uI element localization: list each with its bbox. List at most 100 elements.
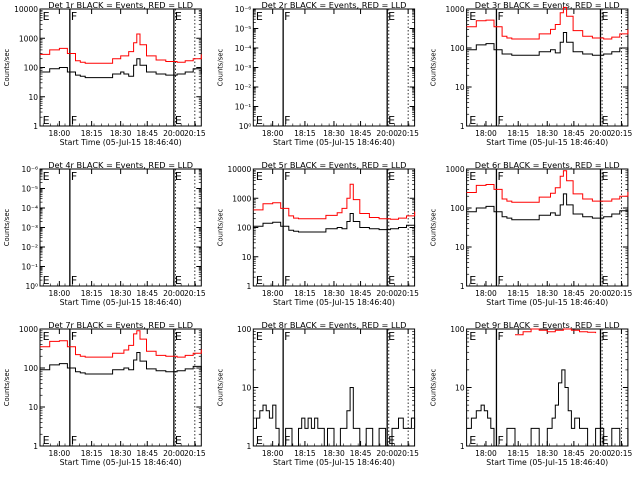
x-tick-label: 18:30 <box>536 449 558 458</box>
y-tick-label: 1 <box>460 282 465 291</box>
attenuator-marker-bottom: F <box>284 114 290 127</box>
x-tick-label: 18:15 <box>294 449 316 458</box>
x-tick-label: 20:00 <box>163 289 185 298</box>
series-line-lld <box>515 328 597 336</box>
attenuator-marker-top: E <box>43 330 50 343</box>
attenuator-marker-bottom: F <box>284 274 290 287</box>
x-tick-label: 18:45 <box>136 129 158 138</box>
y-tick-label: 1 <box>247 442 252 451</box>
x-tick-label: 18:15 <box>294 289 316 298</box>
x-tick-label: 18:00 <box>475 129 497 138</box>
chart-panel-7: Det 7r BLACK = Events, RED = LLD 1 10 100 10… <box>3 320 206 467</box>
y-tick-label: 10⁻⁶ <box>21 165 38 174</box>
attenuator-marker-top: E <box>256 170 263 183</box>
x-axis-label: Start Time (05-Jul-15 18:46:40) <box>273 298 395 307</box>
y-tick-label: 10 <box>242 253 252 262</box>
y-tick-label: 1 <box>247 282 252 291</box>
y-tick-label: 100 <box>24 364 39 373</box>
y-tick-label: 10⁻⁵ <box>235 25 252 34</box>
x-tick-label: 18:45 <box>563 129 585 138</box>
chart-panel-5: Det 5r BLACK = Events, RED = LLD 1 10 100 10… <box>216 160 419 307</box>
attenuator-marker-bottom: F <box>284 434 290 447</box>
attenuator-marker-top: E <box>256 10 263 23</box>
x-tick-label: 20:00 <box>376 129 398 138</box>
chart-panel-9: Det 9r BLACK = Events, RED = LLD 1 10 100 18… <box>430 320 633 467</box>
attenuator-marker-bottom: E <box>601 434 608 447</box>
attenuator-marker-top: E <box>175 170 182 183</box>
x-tick-label: 20:15 <box>397 129 419 138</box>
attenuator-marker-top: F <box>71 10 77 23</box>
x-tick-label: 18:45 <box>563 449 585 458</box>
x-tick-label: 20:15 <box>184 129 206 138</box>
y-tick-label: 10⁰ <box>239 122 252 131</box>
x-tick-label: 18:00 <box>262 449 284 458</box>
y-tick-label: 1000 <box>446 5 465 14</box>
y-tick-label: 10⁻⁴ <box>235 44 252 53</box>
attenuator-marker-top: F <box>497 170 503 183</box>
plot-frame <box>252 8 416 127</box>
x-tick-label: 18:00 <box>49 449 71 458</box>
attenuator-marker-top: E <box>469 330 476 343</box>
y-tick-label: 10⁻² <box>21 243 38 252</box>
attenuator-marker-top: F <box>497 330 503 343</box>
attenuator-marker-bottom: F <box>497 274 503 287</box>
attenuator-marker-bottom: E <box>175 114 182 127</box>
chart-title: Det 8r BLACK = Events, RED = LLD <box>261 320 406 330</box>
attenuator-marker-bottom: E <box>388 114 395 127</box>
x-tick-label: 20:15 <box>397 289 419 298</box>
x-axis-label: Start Time (05-Jul-15 18:46:40) <box>60 298 182 307</box>
y-tick-label: 10⁻⁵ <box>21 185 38 194</box>
y-tick-label: 10⁻³ <box>21 224 38 233</box>
x-tick-label: 20:15 <box>611 449 633 458</box>
x-tick-label: 20:15 <box>611 129 633 138</box>
x-axis-label: Start Time (05-Jul-15 18:46:40) <box>273 138 395 147</box>
x-tick-label: 18:15 <box>507 449 529 458</box>
attenuator-marker-bottom: F <box>497 114 503 127</box>
y-tick-label: 10000 <box>14 5 38 14</box>
x-tick-label: 18:15 <box>507 129 529 138</box>
series-line-lld <box>466 170 629 203</box>
x-tick-label: 18:00 <box>49 289 71 298</box>
attenuator-marker-bottom: E <box>43 114 50 127</box>
series-line-lld <box>40 33 202 64</box>
x-tick-label: 20:00 <box>590 289 612 298</box>
y-tick-label: 10 <box>28 93 38 102</box>
x-tick-label: 20:00 <box>163 449 185 458</box>
chart-panel-1: Det 1r BLACK = Events, RED = LLD 1 10 100 10… <box>3 0 206 147</box>
series-line-events <box>40 58 202 79</box>
attenuator-marker-top: E <box>43 10 50 23</box>
chart-title: Det 4r BLACK = Events, RED = LLD <box>48 160 193 170</box>
attenuator-marker-top: E <box>469 10 476 23</box>
attenuator-marker-bottom: E <box>43 274 50 287</box>
attenuator-marker-top: F <box>284 330 290 343</box>
y-tick-label: 1000 <box>19 34 38 43</box>
attenuator-marker-bottom: E <box>601 274 608 287</box>
attenuator-marker-top: E <box>388 170 395 183</box>
x-tick-label: 18:00 <box>49 129 71 138</box>
series-line-lld <box>466 6 629 40</box>
y-axis-label: Counts/sec <box>430 369 438 407</box>
y-tick-label: 100 <box>237 325 252 334</box>
attenuator-marker-bottom: E <box>469 434 476 447</box>
y-tick-label: 10 <box>455 83 465 92</box>
y-tick-label: 10 <box>455 384 465 393</box>
y-axis-label: Counts/sec <box>3 209 11 247</box>
series-line-events <box>40 352 202 375</box>
y-tick-label: 100 <box>237 224 252 233</box>
y-tick-label: 10⁻² <box>235 83 252 92</box>
y-tick-label: 10 <box>28 403 38 412</box>
x-tick-label: 18:45 <box>350 129 372 138</box>
attenuator-marker-top: E <box>43 170 50 183</box>
y-axis-label: Counts/sec <box>216 209 224 247</box>
x-tick-label: 18:30 <box>536 129 558 138</box>
chart-title: Det 5r BLACK = Events, RED = LLD <box>261 160 406 170</box>
attenuator-marker-bottom: E <box>469 274 476 287</box>
y-axis-label: Counts/sec <box>430 209 438 247</box>
x-tick-label: 18:30 <box>110 129 132 138</box>
x-axis-label: Start Time (05-Jul-15 18:46:40) <box>486 138 608 147</box>
attenuator-marker-bottom: E <box>388 274 395 287</box>
y-tick-label: 10000 <box>227 165 251 174</box>
x-axis-label: Start Time (05-Jul-15 18:46:40) <box>60 458 182 467</box>
